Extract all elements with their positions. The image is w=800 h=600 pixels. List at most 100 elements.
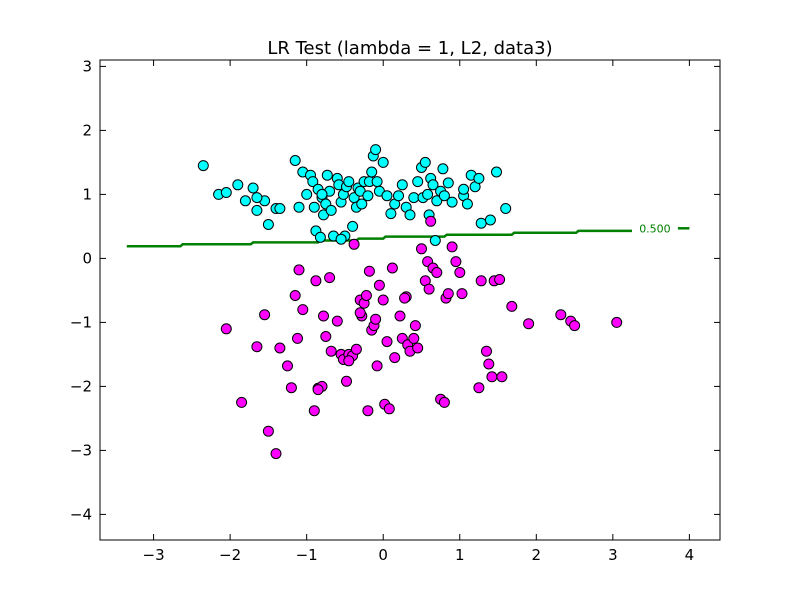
data-point — [347, 220, 359, 232]
data-point — [348, 238, 360, 250]
data-point — [363, 265, 375, 277]
data-point — [316, 188, 328, 200]
y-tick-label: −4 — [70, 505, 92, 523]
data-point — [412, 176, 424, 188]
data-point — [416, 243, 427, 255]
data-point — [324, 272, 336, 284]
data-point — [454, 267, 466, 278]
x-tick-label: 2 — [532, 546, 542, 564]
data-point — [611, 316, 623, 328]
data-point — [393, 190, 404, 202]
data-point — [442, 288, 454, 300]
data-point — [425, 215, 437, 227]
data-point — [314, 231, 326, 243]
data-point — [409, 320, 421, 332]
y-tick-label: 0 — [82, 249, 92, 267]
data-point — [427, 179, 439, 191]
data-point — [438, 396, 450, 408]
x-tick-label: 0 — [378, 546, 388, 564]
data-point — [377, 294, 389, 306]
data-point — [274, 203, 286, 214]
data-point — [494, 274, 506, 285]
data-point — [251, 341, 263, 353]
data-point — [394, 310, 406, 322]
data-point — [458, 183, 470, 195]
data-point — [484, 214, 496, 226]
plot-area: 0.500 — [126, 144, 690, 460]
data-point — [354, 307, 366, 319]
axes: −3 −2 −1 0 1 2 3 4 −4 −3 −2 −1 0 1 2 3 — [70, 57, 721, 564]
data-point — [381, 190, 393, 202]
data-point — [481, 345, 492, 357]
data-point — [325, 345, 337, 357]
data-point — [371, 360, 383, 372]
chart-title: LR Test (lambda = 1, L2, data3) — [267, 38, 552, 59]
decision-boundary-line — [126, 229, 632, 248]
data-point — [386, 262, 398, 274]
data-point — [343, 176, 355, 188]
y-tick-label: 3 — [82, 57, 92, 75]
data-point — [523, 318, 535, 330]
data-point — [500, 203, 512, 214]
data-point — [438, 190, 450, 202]
x-tick-label: 3 — [608, 546, 618, 564]
data-point — [473, 172, 485, 184]
data-point — [321, 169, 333, 181]
data-point — [506, 300, 518, 312]
data-point — [282, 360, 293, 372]
data-point — [408, 332, 420, 344]
x-tick-label: 4 — [685, 546, 695, 564]
data-point — [356, 198, 368, 210]
data-point — [446, 241, 458, 253]
data-point — [555, 309, 567, 321]
data-point — [486, 371, 498, 383]
data-point — [362, 190, 374, 202]
data-point — [308, 201, 320, 213]
data-point — [289, 290, 301, 301]
data-point — [292, 332, 303, 344]
data-point — [431, 195, 443, 207]
data-point — [404, 209, 416, 221]
data-point — [236, 396, 248, 408]
series-0 — [197, 144, 512, 246]
data-point — [412, 342, 424, 354]
data-point — [366, 166, 378, 178]
x-tick-label: 1 — [455, 546, 465, 564]
data-point — [289, 155, 301, 166]
data-point — [331, 315, 343, 327]
data-point — [442, 177, 454, 189]
data-point — [396, 179, 408, 191]
data-point — [262, 219, 274, 230]
data-point — [569, 320, 581, 332]
data-point — [370, 144, 382, 156]
data-point — [431, 267, 443, 278]
data-point — [251, 204, 263, 216]
x-tick-label: −3 — [143, 546, 165, 564]
data-point — [446, 196, 458, 208]
data-point — [389, 352, 401, 364]
data-point — [312, 384, 324, 396]
data-point — [377, 156, 389, 168]
data-point — [385, 208, 397, 220]
data-point — [310, 275, 322, 287]
data-point — [422, 188, 434, 200]
data-point — [274, 342, 286, 354]
data-point — [362, 405, 374, 417]
data-point — [370, 313, 382, 325]
data-point — [262, 425, 274, 437]
y-tick-label: 1 — [82, 185, 92, 203]
data-point — [496, 371, 508, 383]
data-point — [408, 192, 420, 204]
data-point — [473, 382, 485, 394]
data-point — [197, 160, 209, 172]
series-1 — [220, 215, 623, 460]
data-point — [318, 310, 329, 322]
data-point — [232, 179, 244, 191]
data-point — [247, 182, 259, 194]
data-point — [475, 217, 487, 229]
data-point — [419, 156, 431, 168]
data-point — [437, 163, 449, 175]
data-point — [450, 256, 462, 268]
data-point — [301, 188, 313, 200]
data-point — [371, 176, 383, 188]
